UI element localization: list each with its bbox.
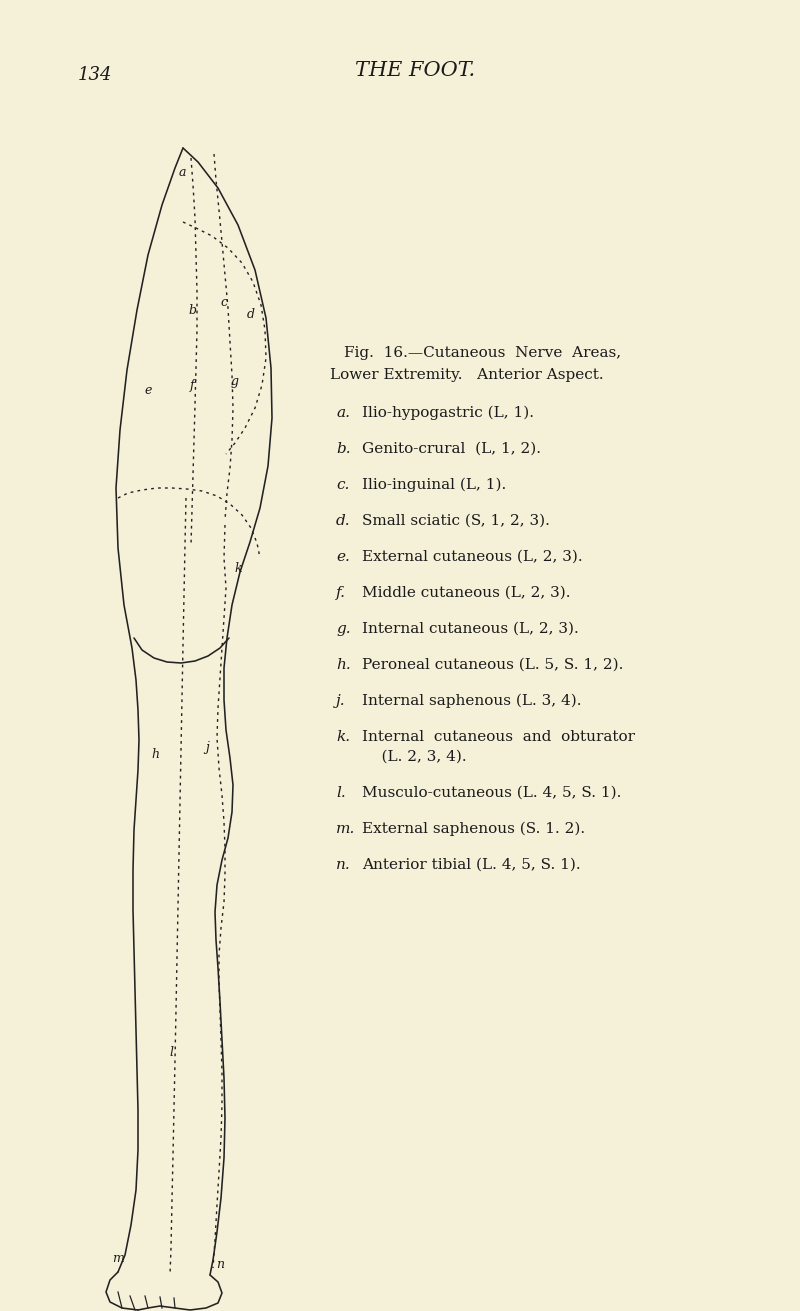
Text: Peroneal cutaneous (L. 5, S. 1, 2).: Peroneal cutaneous (L. 5, S. 1, 2). <box>362 658 623 673</box>
Text: k.: k. <box>336 730 350 745</box>
Text: m.: m. <box>336 822 355 836</box>
Text: d.: d. <box>336 514 350 528</box>
Text: Internal  cutaneous  and  obturator: Internal cutaneous and obturator <box>362 730 635 745</box>
Text: Middle cutaneous (L, 2, 3).: Middle cutaneous (L, 2, 3). <box>362 586 570 600</box>
Text: External saphenous (S. 1. 2).: External saphenous (S. 1. 2). <box>362 822 585 836</box>
Text: Musculo-cutaneous (L. 4, 5, S. 1).: Musculo-cutaneous (L. 4, 5, S. 1). <box>362 787 622 800</box>
Text: g: g <box>231 375 239 388</box>
Text: n: n <box>216 1259 224 1272</box>
Text: f: f <box>190 379 194 392</box>
Text: l.: l. <box>336 787 346 800</box>
Text: Internal cutaneous (L, 2, 3).: Internal cutaneous (L, 2, 3). <box>362 621 578 636</box>
Text: Lower Extremity.   Anterior Aspect.: Lower Extremity. Anterior Aspect. <box>330 368 604 382</box>
Text: b.: b. <box>336 442 350 456</box>
Text: j.: j. <box>336 694 346 708</box>
Text: f.: f. <box>336 586 346 600</box>
Text: Internal saphenous (L. 3, 4).: Internal saphenous (L. 3, 4). <box>362 694 582 708</box>
Text: c.: c. <box>336 479 350 492</box>
Text: Genito-crural  (L, 1, 2).: Genito-crural (L, 1, 2). <box>362 442 541 456</box>
Text: h: h <box>151 749 159 762</box>
Text: n.: n. <box>336 857 350 872</box>
Text: Anterior tibial (L. 4, 5, S. 1).: Anterior tibial (L. 4, 5, S. 1). <box>362 857 581 872</box>
Text: e: e <box>144 384 152 396</box>
Text: Fig.  16.—Cutaneous  Nerve  Areas,: Fig. 16.—Cutaneous Nerve Areas, <box>344 346 621 361</box>
Text: c: c <box>221 295 227 308</box>
Text: b: b <box>188 304 196 316</box>
Text: a: a <box>178 165 186 178</box>
Text: m: m <box>112 1252 124 1265</box>
Text: THE FOOT.: THE FOOT. <box>355 62 475 80</box>
Text: a.: a. <box>336 406 350 420</box>
Text: h.: h. <box>336 658 350 673</box>
Text: d: d <box>247 308 255 321</box>
Text: (L. 2, 3, 4).: (L. 2, 3, 4). <box>362 750 466 764</box>
Text: l: l <box>169 1045 173 1058</box>
Text: Ilio-inguinal (L, 1).: Ilio-inguinal (L, 1). <box>362 479 506 493</box>
Text: j: j <box>205 742 209 755</box>
Text: Ilio-hypogastric (L, 1).: Ilio-hypogastric (L, 1). <box>362 406 534 421</box>
Text: e.: e. <box>336 551 350 564</box>
Text: Small sciatic (S, 1, 2, 3).: Small sciatic (S, 1, 2, 3). <box>362 514 550 528</box>
Text: External cutaneous (L, 2, 3).: External cutaneous (L, 2, 3). <box>362 551 582 564</box>
Text: k: k <box>234 561 242 574</box>
Text: 134: 134 <box>78 66 113 84</box>
Text: g.: g. <box>336 621 350 636</box>
